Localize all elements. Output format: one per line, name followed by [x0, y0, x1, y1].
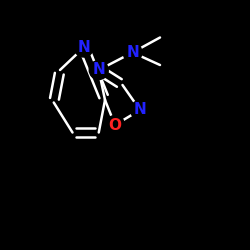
Text: N: N [92, 62, 105, 78]
Circle shape [74, 38, 93, 57]
Circle shape [106, 116, 124, 134]
Circle shape [123, 43, 142, 62]
Text: N: N [126, 45, 139, 60]
Circle shape [89, 60, 108, 80]
Text: N: N [78, 40, 90, 55]
Circle shape [130, 100, 150, 119]
Text: O: O [108, 118, 122, 132]
Text: N: N [134, 102, 146, 118]
